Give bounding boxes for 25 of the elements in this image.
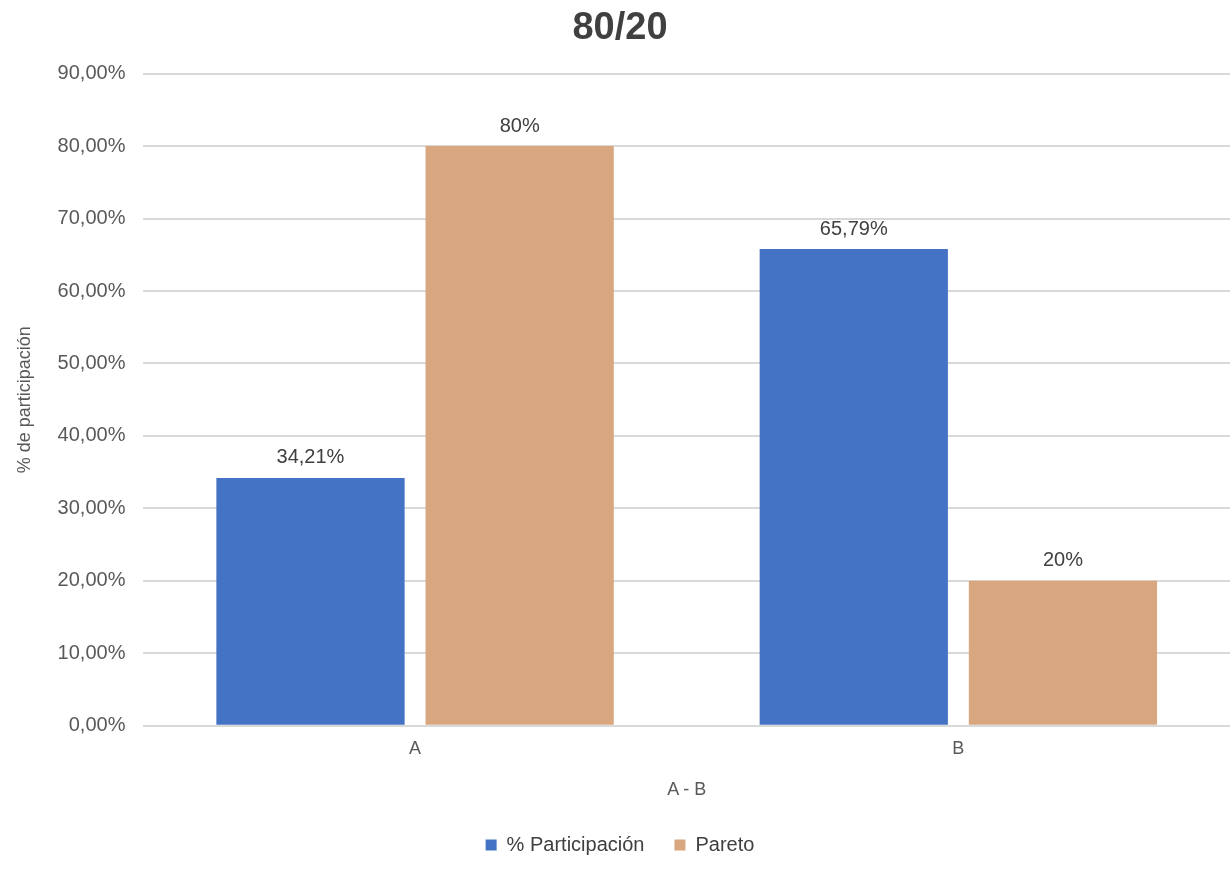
x-tick-label: B: [952, 737, 965, 758]
y-tick-label: 30,00%: [57, 495, 126, 518]
y-tick-label: 40,00%: [57, 423, 126, 446]
y-axis-title: % de participación: [13, 326, 34, 474]
y-tick-label: 70,00%: [57, 206, 126, 229]
bar: [425, 146, 614, 725]
data-label: 65,79%: [819, 216, 888, 239]
bar: [968, 580, 1158, 725]
x-tick-label: A: [409, 737, 422, 758]
y-tick-label: 80,00%: [57, 133, 126, 156]
y-tick-label: 0,00%: [68, 713, 126, 736]
y-tick-label: 60,00%: [57, 278, 126, 301]
bar: [216, 477, 405, 725]
y-tick-label: 90,00%: [57, 61, 126, 84]
bar: [759, 249, 948, 725]
legend-label: Pareto: [695, 832, 755, 855]
chart-title: 80/20: [572, 5, 668, 48]
data-label: 80%: [499, 113, 540, 136]
y-tick-label: 50,00%: [57, 350, 126, 373]
data-label: 20%: [1042, 548, 1084, 571]
legend-label: % Participación: [506, 832, 645, 855]
y-tick-label: 20,00%: [57, 568, 126, 591]
y-tick-label: 10,00%: [57, 640, 126, 663]
x-axis-title: A - B: [667, 779, 707, 800]
data-label: 34,21%: [276, 445, 345, 468]
